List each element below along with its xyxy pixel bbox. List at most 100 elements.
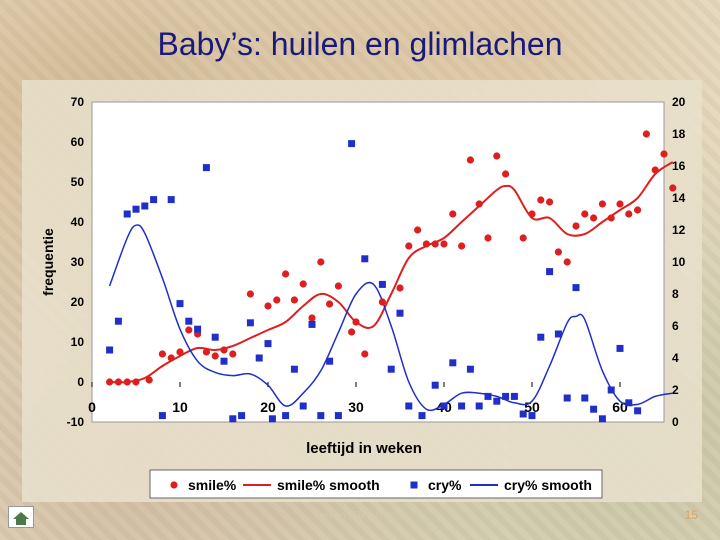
smile-point xyxy=(651,166,659,174)
cry-point xyxy=(510,392,518,400)
cry-point xyxy=(625,399,633,407)
cry-point xyxy=(502,392,510,400)
smile-point xyxy=(616,200,624,208)
y-tick-label: 60 xyxy=(71,135,85,149)
smile-point xyxy=(158,350,166,358)
cry-point xyxy=(202,164,210,172)
smile-point xyxy=(528,210,536,218)
cry-point xyxy=(440,402,448,410)
y2-tick-label: 16 xyxy=(672,159,686,173)
smile-point xyxy=(598,200,607,208)
cry-point xyxy=(528,412,536,420)
y2-tick-label: 2 xyxy=(672,383,679,397)
cry-point xyxy=(132,205,140,213)
smile-point xyxy=(282,270,290,278)
cry-point xyxy=(396,309,404,317)
x-tick-label: 30 xyxy=(348,399,364,415)
cry-point xyxy=(317,412,325,420)
cry-point xyxy=(361,255,369,263)
smile-point xyxy=(493,152,501,160)
cry-point xyxy=(255,354,263,362)
cry-point xyxy=(167,196,175,204)
cry-point xyxy=(211,333,219,341)
smile-point xyxy=(229,350,237,358)
home-icon xyxy=(13,512,29,525)
smile-point xyxy=(123,378,131,386)
cry-point xyxy=(150,196,158,204)
cry-point xyxy=(114,317,122,325)
y2-tick-label: 8 xyxy=(672,287,679,301)
smile-point xyxy=(326,300,334,308)
smile-point xyxy=(422,240,430,248)
cry-point xyxy=(308,320,316,328)
slide-page-number: 15 xyxy=(684,508,698,522)
smile-point xyxy=(431,240,439,248)
slide-nav-button[interactable] xyxy=(8,506,34,528)
slide-footer: Een vrolijke chaos xyxy=(315,510,405,522)
y-tick-label: 70 xyxy=(71,95,85,109)
y2-tick-label: 18 xyxy=(672,127,686,141)
smile-point xyxy=(317,258,325,266)
smile-point xyxy=(563,258,571,266)
cry-point xyxy=(158,412,166,420)
smile-point xyxy=(607,214,615,222)
cry-point xyxy=(185,317,193,325)
smile-point xyxy=(145,376,153,384)
legend-swatch xyxy=(410,481,418,489)
y2-tick-label: 14 xyxy=(672,191,686,205)
cry-point xyxy=(290,365,298,373)
x-tick-label: 60 xyxy=(612,399,628,415)
chart-legend: smile% smile% smooth cry% cry% smooth xyxy=(149,469,603,499)
smile-point xyxy=(176,348,184,356)
smile-point xyxy=(660,150,668,158)
smile-point xyxy=(458,242,466,250)
x-tick-label: 10 xyxy=(172,399,188,415)
cry-point xyxy=(554,330,562,338)
smile-point xyxy=(114,378,122,386)
cry-point xyxy=(220,357,228,365)
left-axis-ticks: -10 0 10 20 30 40 50 60 70 xyxy=(67,95,85,429)
cry-point xyxy=(123,210,131,218)
cry-point xyxy=(282,412,290,420)
y-tick-label: 20 xyxy=(71,295,85,309)
y-tick-label: 50 xyxy=(71,175,85,189)
cry-point xyxy=(590,405,598,413)
smile-point xyxy=(642,130,651,138)
cry-point xyxy=(519,410,527,418)
chart-marks xyxy=(106,130,677,423)
cry-point xyxy=(299,402,307,410)
smile-point xyxy=(185,326,193,334)
cry-point xyxy=(563,394,571,402)
legend-swatch xyxy=(170,481,178,489)
y-tick-label: 10 xyxy=(71,335,85,349)
cry-point xyxy=(466,365,474,373)
y-tick-label: -10 xyxy=(67,415,85,429)
y2-tick-label: 10 xyxy=(672,255,686,269)
y-tick-label: 30 xyxy=(71,255,85,269)
cry-point xyxy=(246,319,254,327)
smile-point xyxy=(290,296,298,304)
cry-point xyxy=(326,357,334,365)
cry-point xyxy=(598,415,606,423)
cry-point xyxy=(581,394,589,402)
cry-point xyxy=(418,412,426,420)
cry-point xyxy=(449,359,457,367)
smile-point xyxy=(581,210,589,218)
cry-point xyxy=(458,402,466,410)
smile-point xyxy=(106,378,114,386)
smile-point xyxy=(220,346,228,354)
y2-tick-label: 6 xyxy=(672,319,679,333)
cry-point xyxy=(572,284,580,292)
cry-point xyxy=(141,202,149,210)
y2-tick-label: 4 xyxy=(672,351,679,365)
legend-label: cry% smooth xyxy=(504,477,592,493)
slide-title: Baby’s: huilen en glimlachen xyxy=(157,26,563,62)
cry-point xyxy=(634,407,642,415)
smile-point xyxy=(396,284,404,292)
smile-point xyxy=(352,318,360,326)
smile-point xyxy=(211,352,219,360)
smile-point xyxy=(273,296,281,304)
smile-point xyxy=(167,354,175,362)
cry-point xyxy=(475,402,483,410)
